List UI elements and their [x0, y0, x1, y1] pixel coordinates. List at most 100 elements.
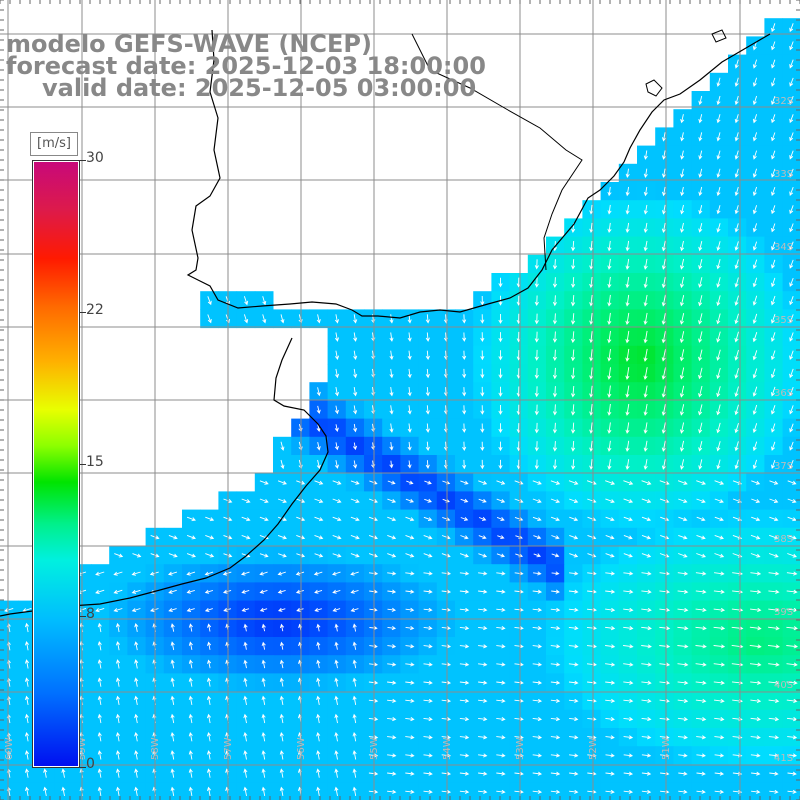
- wind-arrow: [314, 553, 324, 558]
- wind-arrow: [441, 626, 451, 631]
- wind-arrow: [605, 498, 615, 504]
- wind-arrow: [462, 423, 467, 433]
- wind-arrow: [661, 240, 666, 252]
- wind-arrow: [589, 204, 594, 215]
- wind-arrow: [625, 348, 630, 362]
- wind-arrow: [496, 607, 506, 612]
- wind-arrow: [787, 534, 797, 540]
- wind-arrow: [661, 330, 666, 344]
- wind-arrow: [170, 623, 175, 632]
- wind-arrow: [95, 571, 105, 576]
- wind-arrow: [532, 717, 543, 722]
- wind-arrow: [352, 750, 357, 760]
- wind-arrow: [789, 277, 794, 287]
- wind-arrow: [550, 698, 561, 703]
- wind-arrow: [677, 480, 688, 485]
- wind-arrow: [641, 789, 652, 794]
- wind-arrow: [332, 607, 341, 612]
- wind-arrow: [789, 41, 794, 51]
- wind-arrow: [787, 498, 797, 503]
- wind-arrow: [95, 589, 105, 594]
- wind-arrow: [279, 677, 284, 687]
- wind-arrow: [641, 698, 652, 704]
- wind-arrow: [750, 698, 762, 704]
- wind-arrow: [641, 516, 652, 522]
- wind-arrow: [532, 680, 543, 685]
- wind-arrow: [570, 422, 576, 434]
- wind-arrow: [623, 626, 634, 631]
- wind-arrow: [368, 771, 379, 776]
- wind-arrow: [623, 753, 634, 758]
- wind-arrow: [550, 480, 561, 485]
- wind-arrow: [750, 735, 761, 740]
- wind-arrow: [698, 459, 703, 470]
- longitude-label: 60W: [4, 737, 15, 760]
- wind-arrow: [134, 695, 139, 705]
- wind-arrow: [607, 330, 612, 344]
- wind-arrow: [661, 168, 667, 179]
- wind-arrow: [334, 713, 339, 724]
- wind-arrow: [659, 626, 671, 631]
- wind-arrow: [478, 680, 488, 685]
- wind-arrow: [387, 717, 397, 722]
- wind-arrow: [115, 695, 121, 705]
- wind-arrow: [280, 459, 285, 470]
- wind-arrow: [24, 695, 30, 705]
- wind-arrow: [496, 516, 505, 521]
- wind-arrow: [134, 622, 139, 632]
- wind-arrow: [625, 440, 630, 452]
- wind-arrow: [186, 553, 196, 558]
- wind-arrow: [769, 534, 779, 540]
- wind-arrow: [334, 424, 339, 433]
- wind-arrow: [352, 442, 358, 451]
- wind-arrow: [424, 498, 432, 503]
- wind-arrow: [679, 422, 685, 434]
- wind-arrow: [423, 753, 433, 758]
- wind-arrow: [789, 168, 794, 178]
- wind-arrow: [716, 277, 721, 288]
- wind-arrow: [425, 314, 430, 324]
- wind-arrow: [279, 695, 284, 705]
- wind-arrow: [405, 735, 415, 740]
- wind-arrow: [334, 641, 339, 650]
- wind-arrow: [677, 626, 689, 631]
- wind-arrow: [679, 367, 685, 380]
- wind-arrow: [607, 294, 612, 307]
- wind-arrow: [749, 662, 762, 667]
- wind-arrow: [605, 662, 616, 667]
- wind-arrow: [625, 258, 630, 270]
- wind-arrow: [641, 680, 652, 685]
- wind-arrow: [771, 59, 776, 69]
- wind-arrow: [368, 717, 379, 722]
- wind-arrow: [552, 459, 558, 470]
- wind-arrow: [623, 644, 634, 649]
- wind-arrow: [607, 258, 612, 270]
- wind-arrow: [478, 626, 488, 631]
- wind-arrow: [279, 768, 284, 778]
- wind-arrow: [369, 644, 378, 649]
- wind-arrow: [134, 731, 139, 742]
- wind-arrow: [259, 607, 268, 612]
- wind-arrow: [661, 276, 666, 289]
- wind-arrow: [97, 768, 102, 778]
- wind-arrow: [714, 735, 725, 740]
- wind-arrow: [770, 295, 776, 306]
- wind-arrow: [368, 753, 379, 758]
- wind-arrow: [478, 771, 488, 776]
- wind-arrow: [205, 534, 215, 540]
- wind-arrow: [478, 571, 488, 576]
- wind-arrow: [623, 553, 633, 558]
- wind-arrow: [607, 459, 612, 470]
- wind-arrow: [387, 480, 396, 485]
- wind-arrow: [750, 589, 762, 594]
- wind-arrow: [206, 786, 212, 796]
- wind-arrow: [514, 680, 524, 685]
- wind-arrow: [334, 442, 339, 451]
- wind-arrow: [698, 440, 703, 452]
- wind-arrow: [170, 750, 175, 760]
- wind-arrow: [750, 680, 762, 685]
- wind-arrow: [789, 296, 794, 306]
- wind-arrow: [713, 626, 726, 631]
- wind-arrow: [279, 659, 284, 669]
- wind-arrow: [423, 607, 433, 612]
